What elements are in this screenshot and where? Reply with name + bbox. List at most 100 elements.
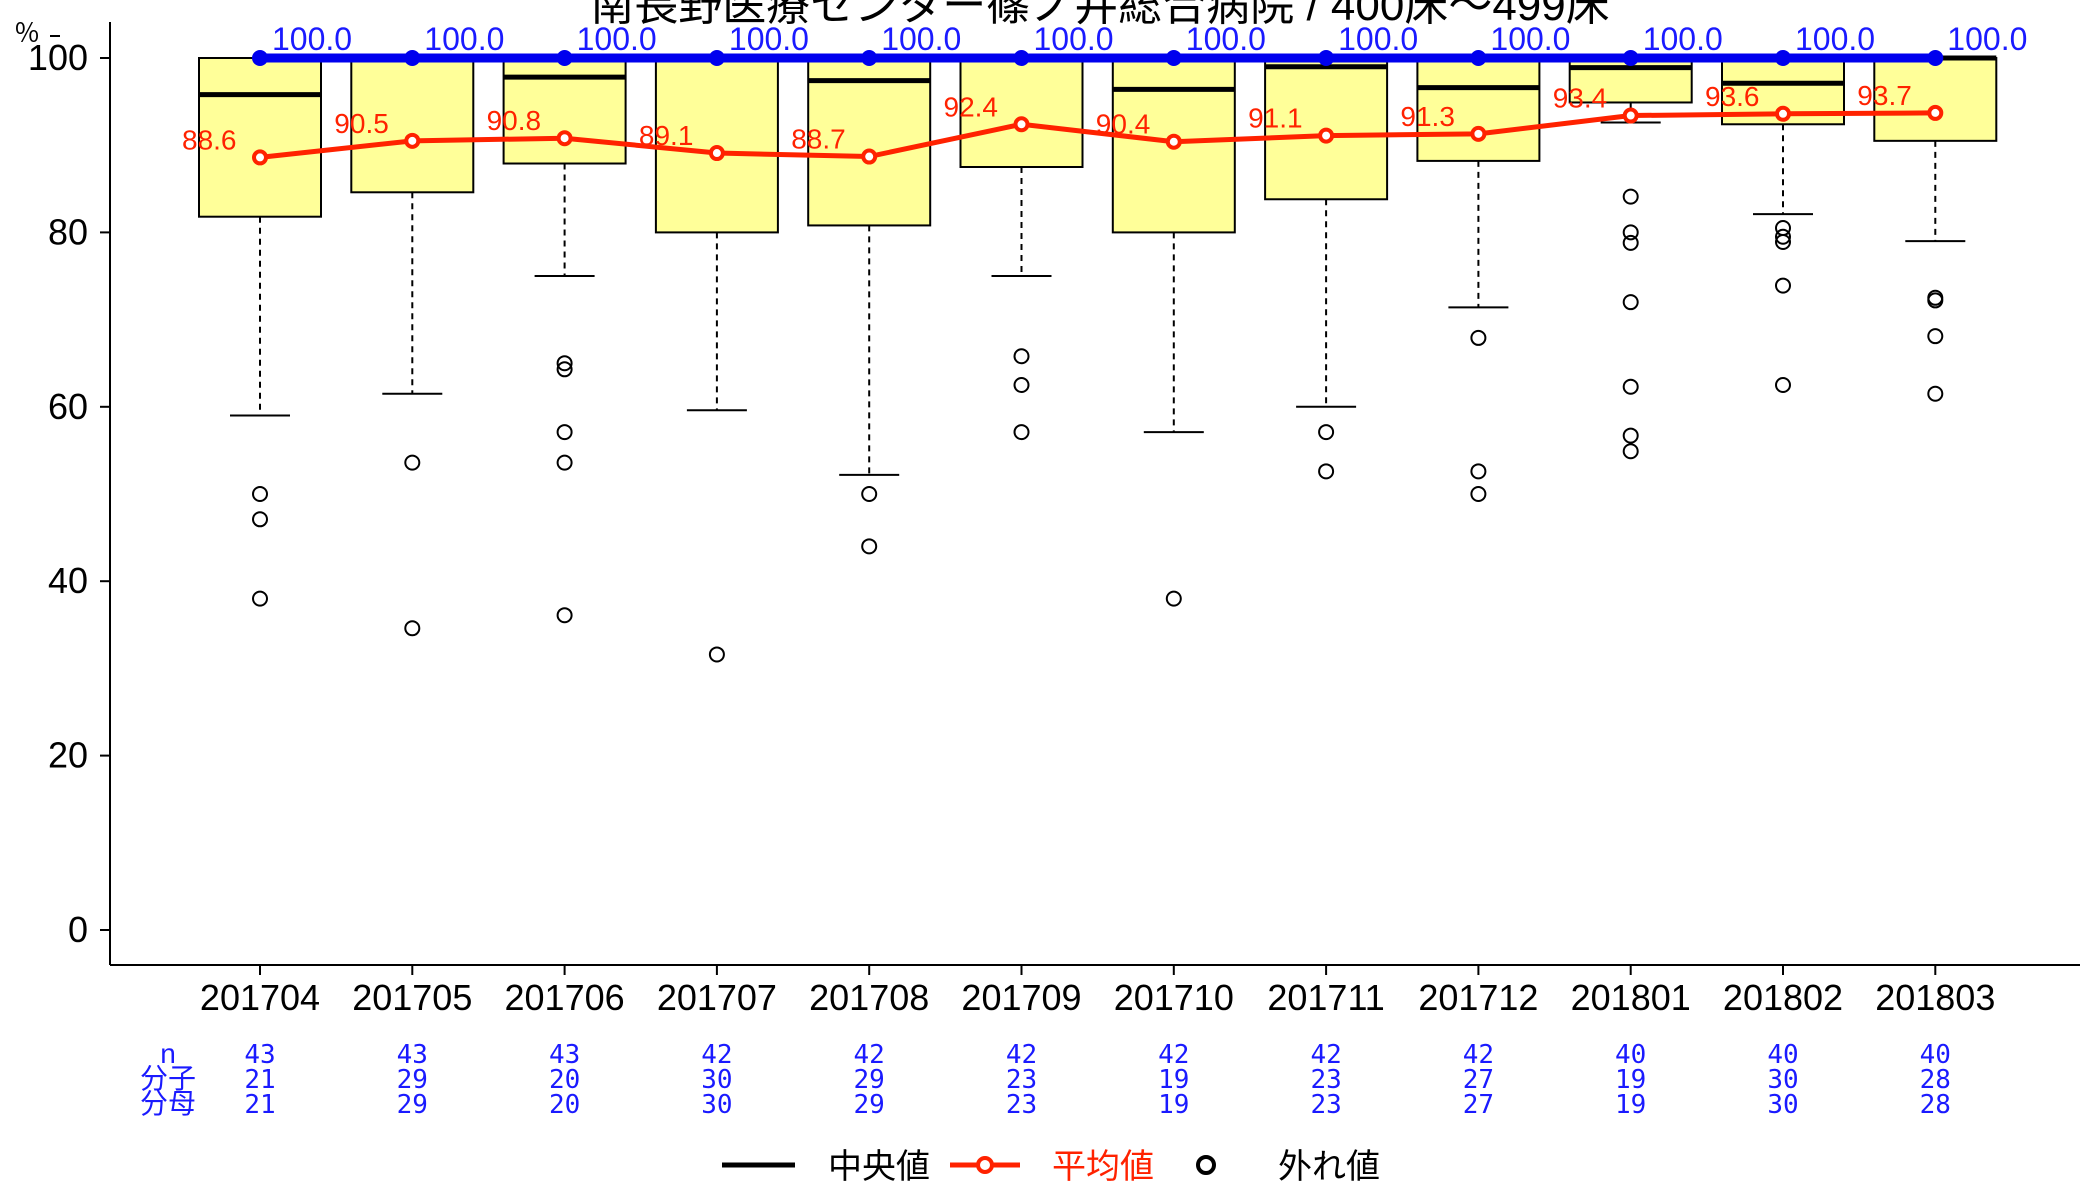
x-tick-label: 201712 xyxy=(1418,977,1538,1018)
count-numerator: 29 xyxy=(854,1065,885,1095)
outlier-point xyxy=(1622,378,1639,395)
count-denominator: 29 xyxy=(854,1090,885,1120)
count-n: 43 xyxy=(549,1040,580,1070)
count-numerator: 23 xyxy=(1006,1065,1037,1095)
legend-median-label: 中央値 xyxy=(828,1148,930,1184)
mean-value-label: 91.1 xyxy=(1248,103,1303,134)
count-denominator: 28 xyxy=(1920,1090,1951,1120)
count-numerator: 19 xyxy=(1158,1065,1189,1095)
outlier-point xyxy=(1622,443,1639,460)
x-tick-label: 201801 xyxy=(1571,977,1691,1018)
max-point xyxy=(1013,50,1030,66)
x-tick-label: 201708 xyxy=(809,977,929,1018)
count-n: 40 xyxy=(1767,1040,1798,1070)
legend-mean-label: 平均値 xyxy=(1052,1148,1154,1184)
x-tick-label: 201709 xyxy=(961,977,1081,1018)
count-n: 42 xyxy=(1006,1040,1037,1070)
count-n: 42 xyxy=(854,1040,885,1070)
outlier-point xyxy=(1622,294,1639,311)
outlier-point xyxy=(1927,328,1944,345)
mean-value-label: 92.4 xyxy=(944,91,999,122)
count-denominator: 27 xyxy=(1463,1090,1494,1120)
max-value-label: 100.0 xyxy=(1947,21,2027,57)
count-n: 42 xyxy=(1310,1040,1341,1070)
legend-outlier-swatch xyxy=(1196,1155,1216,1175)
count-numerator: 20 xyxy=(549,1065,580,1095)
max-point xyxy=(1622,50,1639,66)
box xyxy=(198,57,322,218)
outlier-point xyxy=(708,646,725,663)
count-n: 42 xyxy=(1158,1040,1189,1070)
count-numerator: 23 xyxy=(1310,1065,1341,1095)
outlier-point xyxy=(1318,424,1335,441)
outlier-point xyxy=(1622,188,1639,205)
count-denominator: 30 xyxy=(701,1090,732,1120)
mean-point xyxy=(1927,104,1944,121)
max-point xyxy=(404,50,421,66)
count-row-label-numerator: 分子 xyxy=(140,1063,196,1094)
x-tick-label: 201710 xyxy=(1114,977,1234,1018)
mean-point xyxy=(1318,127,1335,144)
mean-value-label: 90.4 xyxy=(1096,109,1151,140)
outlier-point xyxy=(1470,329,1487,346)
count-numerator: 28 xyxy=(1920,1065,1951,1095)
y-unit-label: ％ xyxy=(14,18,40,48)
outlier-point xyxy=(1622,427,1639,444)
max-value-label: 100.0 xyxy=(272,21,352,57)
max-point xyxy=(252,50,268,66)
box xyxy=(807,57,932,227)
count-numerator: 30 xyxy=(701,1065,732,1095)
box xyxy=(1873,57,1998,142)
mean-point xyxy=(861,148,878,165)
outlier-point xyxy=(1165,590,1182,607)
outlier-point xyxy=(1775,277,1791,294)
count-n: 43 xyxy=(397,1040,428,1070)
count-n: 40 xyxy=(1920,1040,1951,1070)
count-numerator: 21 xyxy=(244,1065,275,1095)
y-tick-label: 80 xyxy=(48,211,88,252)
outlier-point xyxy=(1470,463,1487,480)
mean-value-label: 93.7 xyxy=(1857,80,1912,111)
x-tick-label: 201706 xyxy=(505,977,625,1018)
mean-value-label: 93.6 xyxy=(1705,81,1760,112)
max-point xyxy=(861,50,878,66)
count-denominator: 30 xyxy=(1767,1090,1798,1120)
count-numerator: 27 xyxy=(1463,1065,1494,1095)
max-value-label: 100.0 xyxy=(1034,21,1114,57)
outlier-point xyxy=(404,620,421,637)
max-value-label: 100.0 xyxy=(577,21,657,57)
outlier-point xyxy=(1775,233,1791,250)
count-numerator: 19 xyxy=(1615,1065,1646,1095)
outlier-point xyxy=(1622,224,1639,241)
outlier-point xyxy=(556,454,573,471)
x-tick-label: 201704 xyxy=(200,977,320,1018)
outlier-point xyxy=(252,511,268,528)
max-value-label: 100.0 xyxy=(729,21,809,57)
mean-value-label: 93.4 xyxy=(1553,83,1608,114)
count-denominator: 21 xyxy=(244,1090,275,1120)
outlier-point xyxy=(1318,463,1335,480)
mean-point xyxy=(556,130,573,147)
max-value-label: 100.0 xyxy=(1795,21,1875,57)
max-value-label: 100.0 xyxy=(424,21,504,57)
x-tick-label: 201803 xyxy=(1875,977,1995,1018)
count-numerator: 29 xyxy=(397,1065,428,1095)
mean-point xyxy=(708,145,725,162)
max-value-label: 100.0 xyxy=(1490,21,1570,57)
mean-value-label: 91.3 xyxy=(1400,101,1455,132)
chart-title: 南長野医療センター篠ノ井総合病院 / 400床～499床 xyxy=(590,0,1610,30)
count-n: 40 xyxy=(1615,1040,1646,1070)
outlier-point xyxy=(252,590,268,607)
outlier-point xyxy=(1013,348,1030,365)
outlier-point xyxy=(1013,377,1030,393)
outlier-point xyxy=(404,454,421,471)
mean-value-label: 90.5 xyxy=(334,108,389,139)
max-point xyxy=(1165,50,1182,66)
count-n: 42 xyxy=(701,1040,732,1070)
box xyxy=(1416,57,1541,162)
outlier-point xyxy=(556,361,573,378)
count-n: 43 xyxy=(244,1040,275,1070)
max-point xyxy=(1318,50,1335,66)
max-point xyxy=(556,50,573,66)
